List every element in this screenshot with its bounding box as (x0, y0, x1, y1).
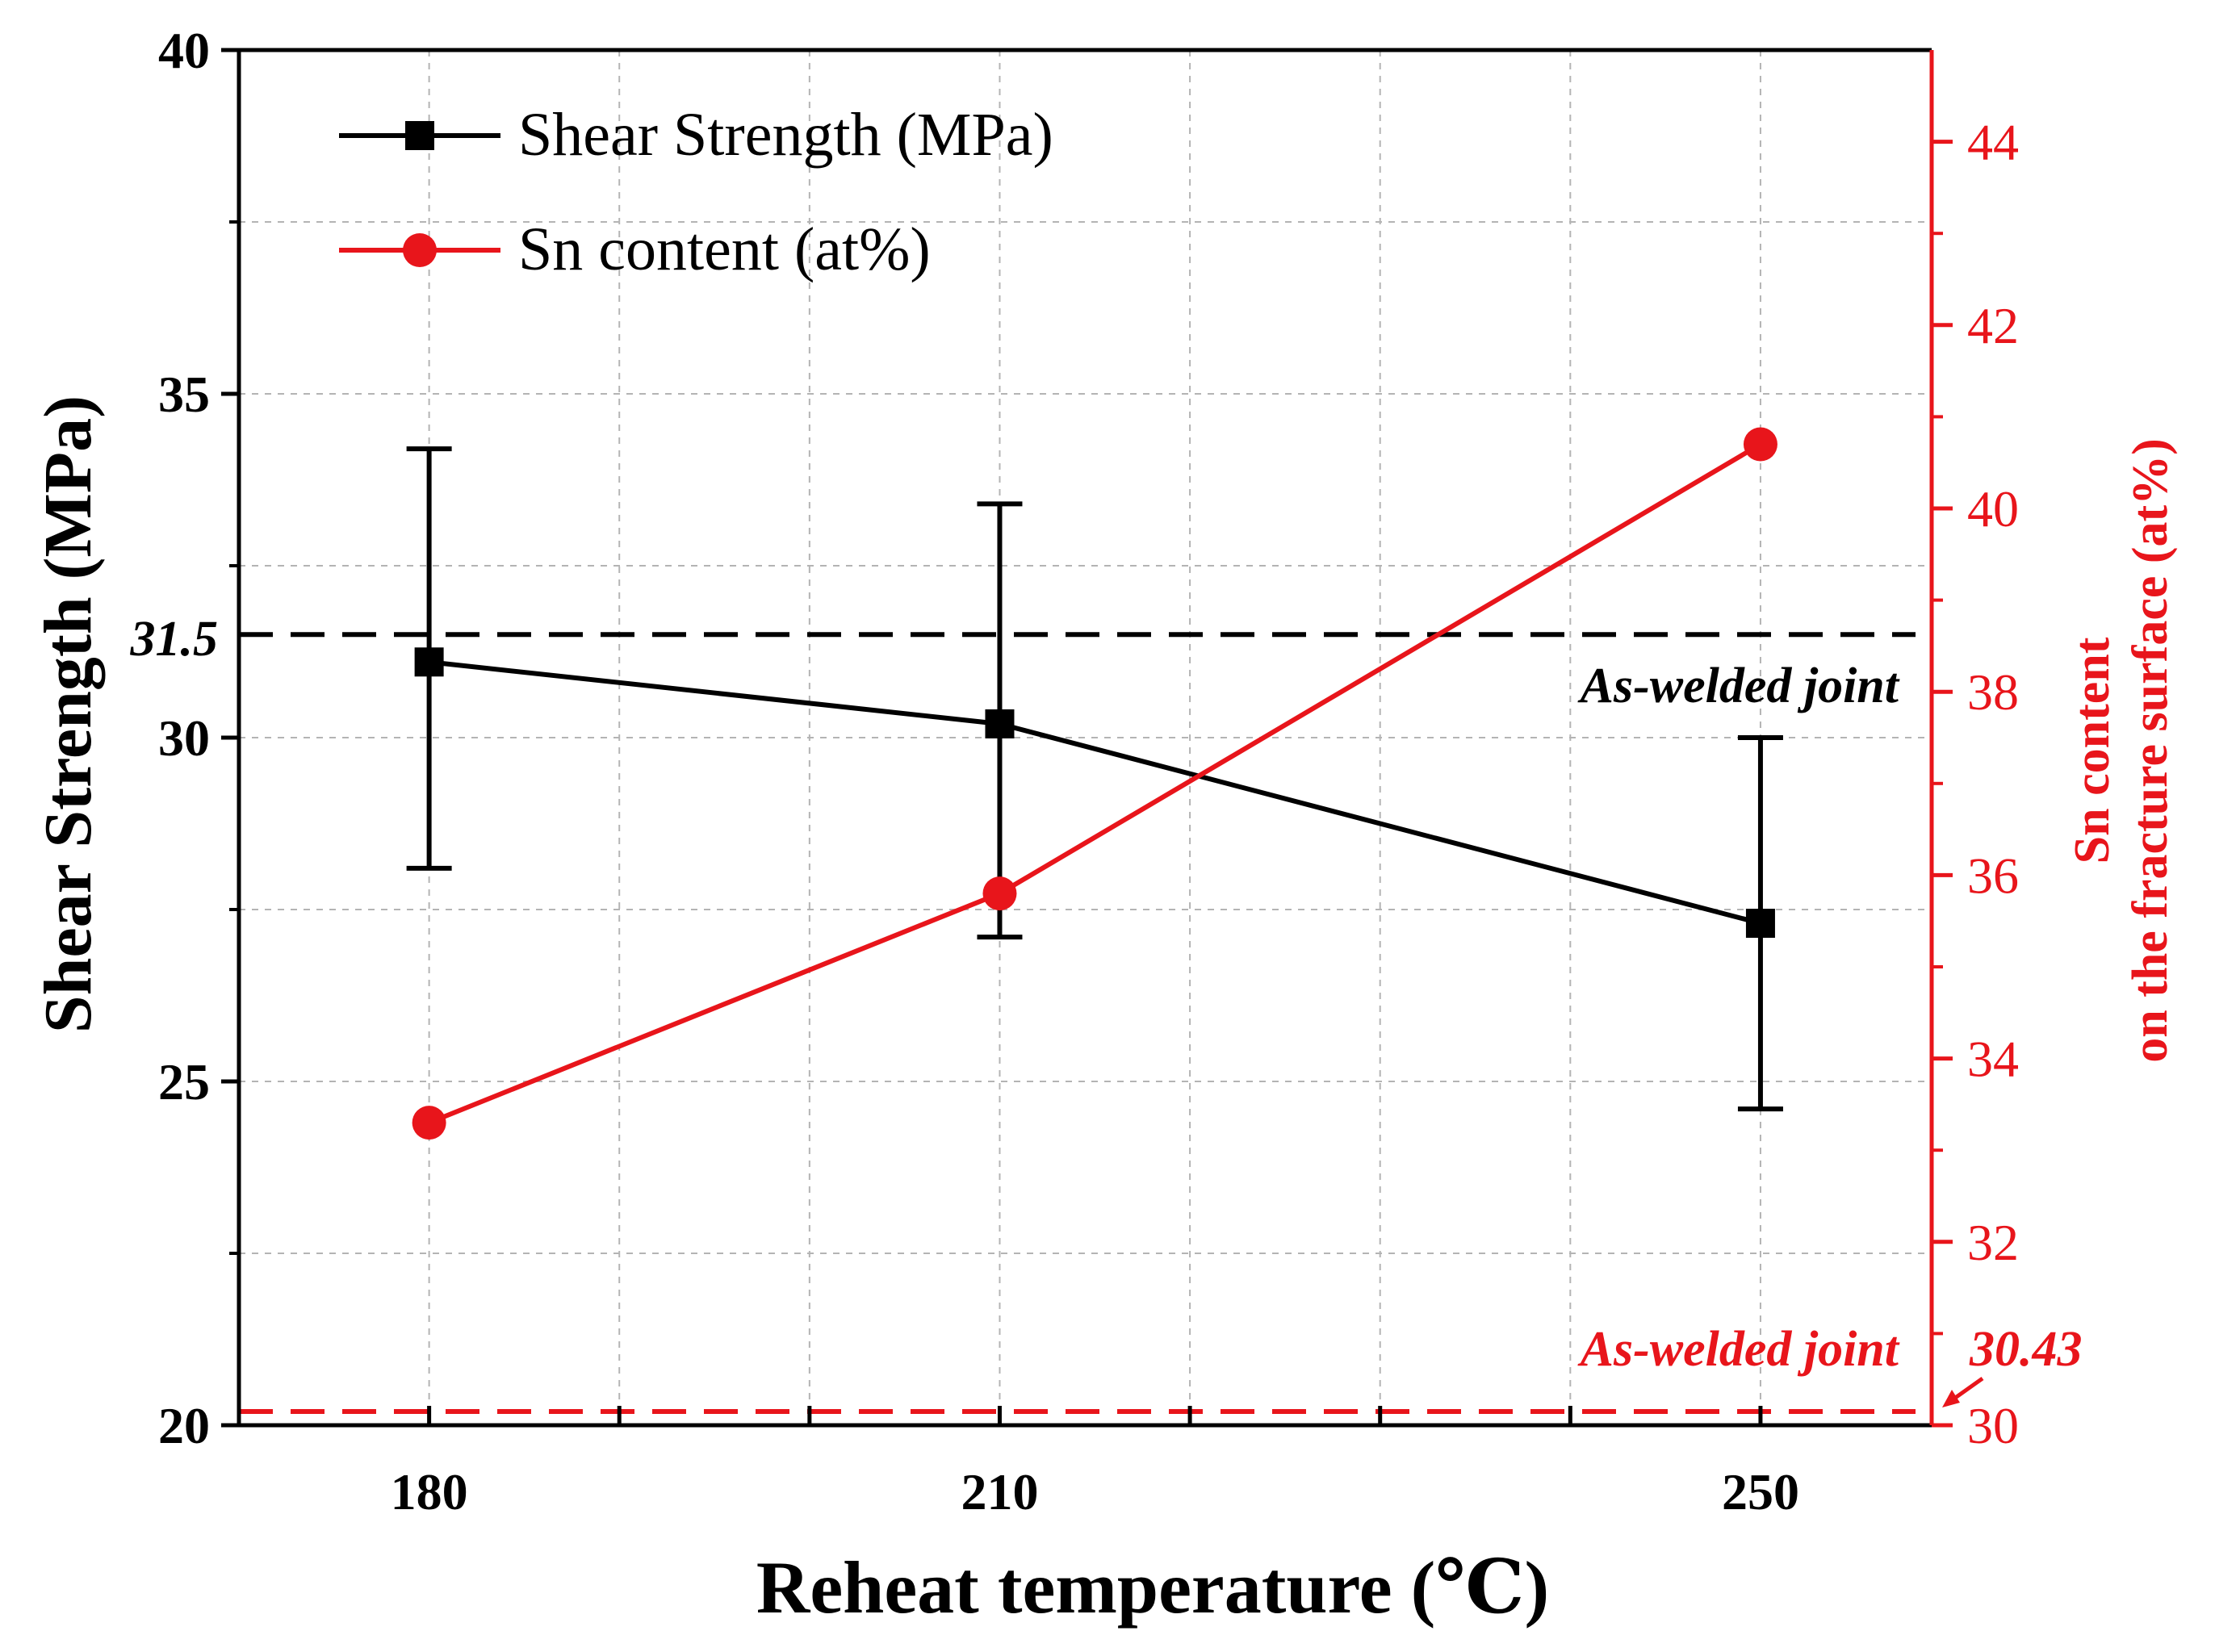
left-tick-label: 35 (158, 366, 210, 423)
x-tick-label: 250 (1722, 1463, 1799, 1520)
data-point-shear (985, 709, 1015, 738)
right-tick-label: 34 (1967, 1031, 2019, 1088)
ref-right-value-label: 30.43 (1969, 1322, 2083, 1377)
data-point-sn (412, 1106, 446, 1140)
legend-marker-sn (403, 233, 437, 267)
right-tick-label: 44 (1967, 114, 2019, 171)
data-point-sn (982, 876, 1017, 911)
right-axis-title-line2: on the fracture surface (at%) (2123, 438, 2178, 1063)
series-layer (406, 427, 1783, 1140)
left-tick-label: 30 (158, 709, 210, 767)
legend-marker-shear (405, 121, 434, 150)
x-axis-title: Reheat temperature (℃) (756, 1546, 1549, 1629)
x-tick-label: 180 (391, 1463, 468, 1520)
data-point-shear (414, 647, 444, 677)
right-tick-label: 30 (1967, 1397, 2019, 1454)
legend-label-shear: Shear Strength (MPa) (518, 101, 1053, 169)
legend-label-sn: Sn content (at%) (518, 215, 931, 283)
ref-right-arrow (1942, 1376, 1984, 1407)
x-tick-label: 210 (961, 1463, 1038, 1520)
right-tick-label: 38 (1967, 663, 2019, 721)
legend: Shear Strength (MPa) Sn content (at%) (339, 101, 1053, 283)
left-axis-title: Shear Strength (MPa) (31, 395, 106, 1033)
right-tick-label: 32 (1967, 1214, 2019, 1271)
left-tick-label: 25 (158, 1053, 210, 1110)
reference-lines (239, 632, 1916, 1414)
axes: 180 210 250 20 25 30 35 40 30 32 34 36 38 40 42 44 (158, 22, 2019, 1520)
ref-left-label: As-welded joint (1577, 659, 1900, 713)
ref-right-label: As-welded joint (1577, 1322, 1900, 1377)
left-tick-label: 20 (158, 1397, 210, 1454)
ref-left-value-label: 31.5 (130, 612, 219, 667)
data-point-shear (1745, 909, 1775, 939)
data-point-sn (1743, 427, 1777, 462)
right-tick-label: 36 (1967, 847, 2019, 904)
right-tick-label: 42 (1967, 297, 2019, 354)
left-tick-label: 40 (158, 22, 210, 79)
right-tick-label: 40 (1967, 480, 2019, 537)
right-axis-title-line1: Sn content (2065, 637, 2120, 864)
